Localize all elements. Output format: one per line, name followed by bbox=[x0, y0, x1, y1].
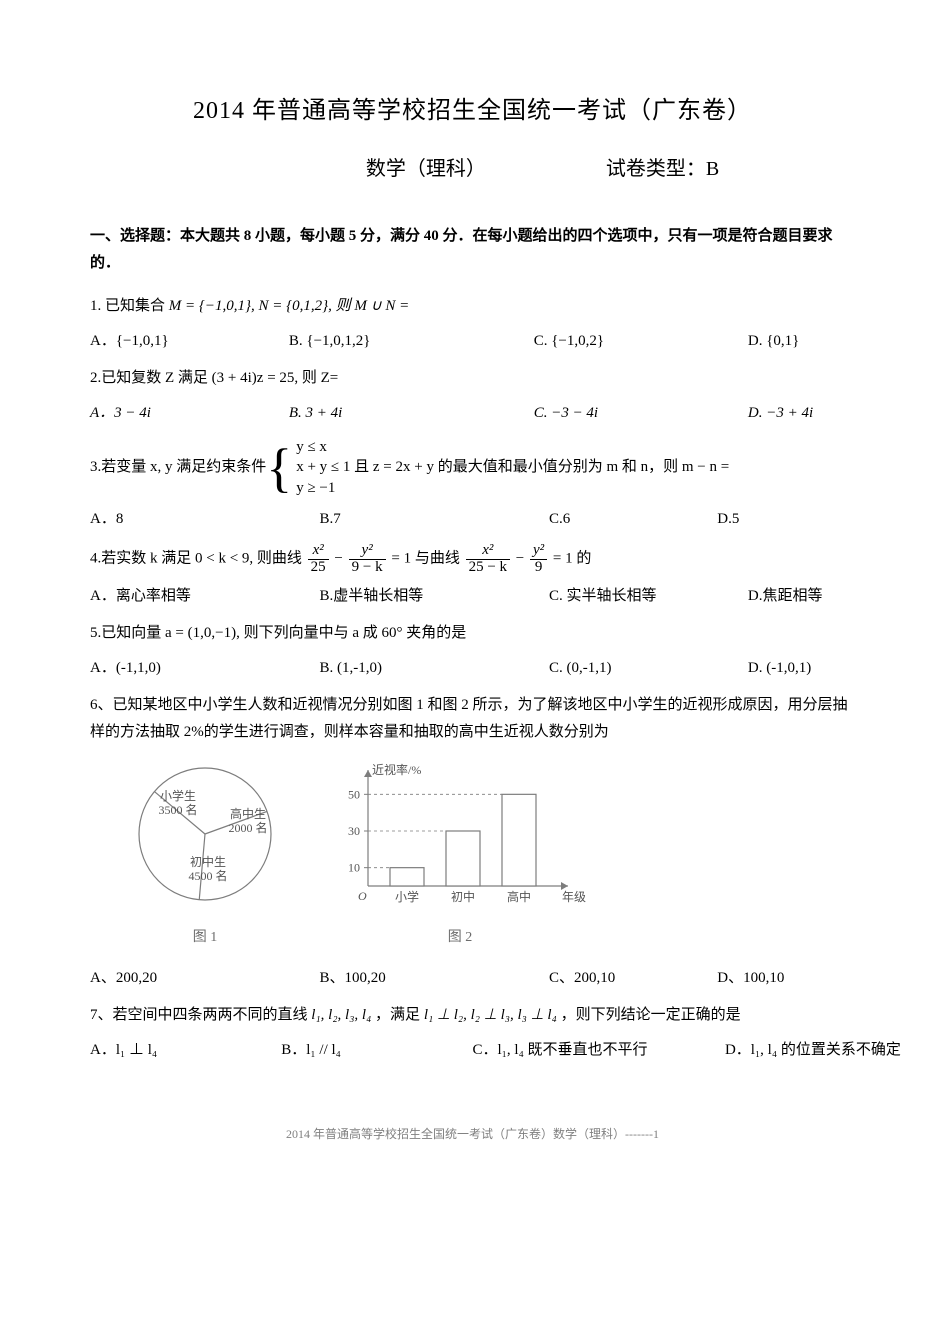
q4-frac2-den: 9 − k bbox=[349, 560, 386, 576]
q6-option-a: A、200,20 bbox=[90, 965, 320, 992]
figure-1: 小学生3500 名 高中生2000 名初中生4500 名 图 1 bbox=[120, 756, 290, 950]
q3-stem-prefix: 3.若变量 x, y 满足约束条件 bbox=[90, 454, 266, 481]
pie-chart-icon: 小学生3500 名 高中生2000 名初中生4500 名 bbox=[120, 756, 290, 911]
q5-option-b: B. (1,-1,0) bbox=[320, 655, 550, 682]
q2-option-a: A．3 − 4i bbox=[90, 400, 289, 427]
q4-option-b: B.虚半轴长相等 bbox=[320, 583, 550, 610]
q4-frac4: y² 9 bbox=[530, 543, 547, 576]
svg-text:小学生: 小学生 bbox=[160, 788, 196, 803]
left-brace-icon: { bbox=[266, 441, 292, 495]
q1-option-c: C. {−1,0,2} bbox=[534, 328, 748, 355]
q6-option-b: B、100,20 bbox=[320, 965, 550, 992]
svg-text:小学: 小学 bbox=[395, 889, 419, 904]
q1-option-d: D. {0,1} bbox=[748, 328, 855, 355]
q4-tail: = 1 的 bbox=[553, 551, 591, 567]
subject: 数学（理科） bbox=[366, 151, 486, 187]
q7-option-d: D．l₁, l₄ 的位置关系不确定 bbox=[725, 1037, 855, 1064]
q1-stem-prefix: 1. 已知集合 bbox=[90, 298, 169, 314]
svg-text:O: O bbox=[358, 889, 367, 903]
q4-frac3-den: 25 − k bbox=[466, 560, 510, 576]
figure-2-caption: 图 2 bbox=[330, 925, 590, 950]
page-title: 2014 年普通高等学校招生全国统一考试（广东卷） bbox=[90, 90, 855, 133]
q1-stem-math: M = {−1,0,1}, N = {0,1,2}, 则 M ∪ N = bbox=[169, 298, 409, 314]
figure-1-caption: 图 1 bbox=[120, 925, 290, 950]
q7-option-a: A．l₁ ⊥ l₄ bbox=[90, 1037, 281, 1064]
q4-frac4-num: y² bbox=[530, 543, 547, 560]
q7-stem-lines: l₁, l₂, l₃, l₄ bbox=[311, 1007, 371, 1023]
q2-stem: 2.已知复数 Z 满足 (3 + 4i)z = 25, 则 Z= bbox=[90, 365, 855, 392]
q2-option-d: D. −3 + 4i bbox=[748, 400, 855, 427]
q7-stem-tail: ，则下列结论一定正确的是 bbox=[561, 1007, 741, 1023]
exam-type: 试卷类型：B bbox=[606, 151, 719, 187]
svg-text:30: 30 bbox=[348, 824, 360, 838]
q4-frac1: x² 25 bbox=[308, 543, 329, 576]
q6-stem: 6、已知某地区中小学生人数和近视情况分别如图 1 和图 2 所示，为了解该地区中… bbox=[90, 692, 855, 746]
svg-text:3500 名: 3500 名 bbox=[158, 802, 197, 817]
svg-text:50: 50 bbox=[348, 788, 360, 802]
question-6: 6、已知某地区中小学生人数和近视情况分别如图 1 和图 2 所示，为了解该地区中… bbox=[90, 692, 855, 991]
svg-text:2000 名: 2000 名 bbox=[228, 820, 267, 835]
section-heading: 一、选择题：本大题共 8 小题，每小题 5 分，满分 40 分．在每小题给出的四… bbox=[90, 223, 855, 277]
page-footer: 2014 年普通高等学校招生全国统一考试（广东卷）数学（理科）-------1 bbox=[90, 1124, 855, 1146]
q4-frac4-den: 9 bbox=[530, 560, 547, 576]
q6-option-d: D、100,10 bbox=[717, 965, 855, 992]
svg-text:10: 10 bbox=[348, 861, 360, 875]
q4-frac2: y² 9 − k bbox=[349, 543, 386, 576]
q4-frac2-num: y² bbox=[349, 543, 386, 560]
q4-stem-prefix: 4.若实数 k 满足 0 < k < 9, 则曲线 bbox=[90, 551, 302, 567]
q3-sys-line1: y ≤ x bbox=[296, 437, 729, 457]
q4-option-d: D.焦距相等 bbox=[748, 583, 855, 610]
q3-sys-line2: x + y ≤ 1 且 z = 2x + y 的最大值和最小值分别为 m 和 n… bbox=[296, 457, 729, 477]
svg-text:年级: 年级 bbox=[562, 890, 586, 904]
q3-sys-line3: y ≥ −1 bbox=[296, 478, 729, 498]
bar-chart-icon: 10 30 50 O 小学 初中 高中 近视率/% 年级 bbox=[330, 756, 590, 911]
q6-option-c: C、200,10 bbox=[549, 965, 717, 992]
q2-option-c: C. −3 − 4i bbox=[534, 400, 748, 427]
q5-option-a: A．(-1,1,0) bbox=[90, 655, 320, 682]
q5-option-d: D. (-1,0,1) bbox=[748, 655, 855, 682]
svg-text:近视率/%: 近视率/% bbox=[372, 762, 421, 777]
q7-stem-mid: ，满足 bbox=[375, 1007, 424, 1023]
q4-frac1-den: 25 bbox=[308, 560, 329, 576]
question-2: 2.已知复数 Z 满足 (3 + 4i)z = 25, 则 Z= A．3 − 4… bbox=[90, 365, 855, 427]
q3-system: { y ≤ x x + y ≤ 1 且 z = 2x + y 的最大值和最小值分… bbox=[266, 437, 729, 498]
svg-text:初中: 初中 bbox=[451, 889, 475, 904]
q4-mid: = 1 与曲线 bbox=[391, 551, 459, 567]
figure-2: 10 30 50 O 小学 初中 高中 近视率/% 年级 图 2 bbox=[330, 756, 590, 950]
q5-stem: 5.已知向量 a = (1,0,−1), 则下列向量中与 a 成 60° 夹角的… bbox=[90, 620, 855, 647]
q5-option-c: C. (0,-1,1) bbox=[549, 655, 748, 682]
q2-option-b: B. 3 + 4i bbox=[289, 400, 534, 427]
question-4: 4.若实数 k 满足 0 < k < 9, 则曲线 x² 25 − y² 9 −… bbox=[90, 543, 855, 611]
question-3: 3.若变量 x, y 满足约束条件 { y ≤ x x + y ≤ 1 且 z … bbox=[90, 437, 855, 533]
q3-option-c: C.6 bbox=[549, 506, 717, 533]
q1-option-b: B. {−1,0,1,2} bbox=[289, 328, 534, 355]
question-1: 1. 已知集合 M = {−1,0,1}, N = {0,1,2}, 则 M ∪… bbox=[90, 293, 855, 355]
q7-option-b: B．l₁ // l₄ bbox=[281, 1037, 472, 1064]
question-5: 5.已知向量 a = (1,0,−1), 则下列向量中与 a 成 60° 夹角的… bbox=[90, 620, 855, 682]
svg-text:高中生: 高中生 bbox=[230, 806, 266, 821]
svg-text:4500 名: 4500 名 bbox=[188, 868, 227, 883]
q7-stem-prefix: 7、若空间中四条两两不同的直线 bbox=[90, 1007, 311, 1023]
q4-option-c: C. 实半轴长相等 bbox=[549, 583, 748, 610]
q3-option-b: B.7 bbox=[320, 506, 550, 533]
q4-frac3: x² 25 − k bbox=[466, 543, 510, 576]
q7-stem-cond: l₁ ⊥ l₂, l₂ ⊥ l₃, l₃ ⊥ l₄ bbox=[424, 1007, 557, 1023]
subtitle-row: 数学（理科） 试卷类型：B bbox=[90, 151, 855, 187]
q4-frac3-num: x² bbox=[466, 543, 510, 560]
question-7: 7、若空间中四条两两不同的直线 l₁, l₂, l₃, l₄ ，满足 l₁ ⊥ … bbox=[90, 1002, 855, 1064]
q3-option-d: D.5 bbox=[717, 506, 855, 533]
q7-option-c: C．l₁, l₄ 既不垂直也不平行 bbox=[473, 1037, 725, 1064]
q1-option-a: A．{−1,0,1} bbox=[90, 328, 289, 355]
q4-frac1-num: x² bbox=[308, 543, 329, 560]
q3-option-a: A．8 bbox=[90, 506, 320, 533]
svg-text:初中生: 初中生 bbox=[190, 854, 226, 869]
q4-option-a: A．离心率相等 bbox=[90, 583, 320, 610]
svg-text:高中: 高中 bbox=[507, 889, 531, 904]
